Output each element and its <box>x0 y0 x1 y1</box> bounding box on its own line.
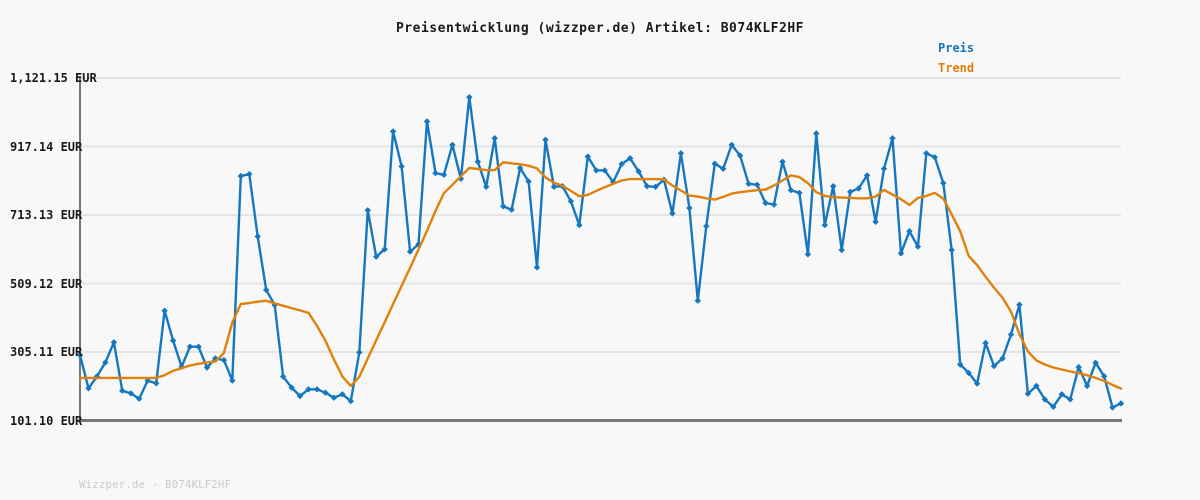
chart-title: Preisentwicklung (wizzper.de) Artikel: B… <box>395 21 804 36</box>
y-axis-tick-label: 305.11 EUR <box>10 345 83 359</box>
series-line-trend <box>78 161 1123 390</box>
y-axis-tick-label: 509.12 EUR <box>10 276 83 291</box>
y-axis-tick-label: 101.10 EUR <box>10 413 83 428</box>
y-axis-tick-label: 1,121.15 EUR <box>10 71 97 85</box>
watermark-text: Wizzper.de - B074KLF2HF <box>79 479 232 491</box>
legend-item-preis: Preis <box>938 41 975 55</box>
y-axis-tick-label: 713.13 EUR <box>10 208 83 222</box>
y-axis-tick-label: 917.14 EUR <box>10 139 83 154</box>
series-line-preis <box>78 96 1123 409</box>
legend-item-trend: Trend <box>938 61 975 75</box>
